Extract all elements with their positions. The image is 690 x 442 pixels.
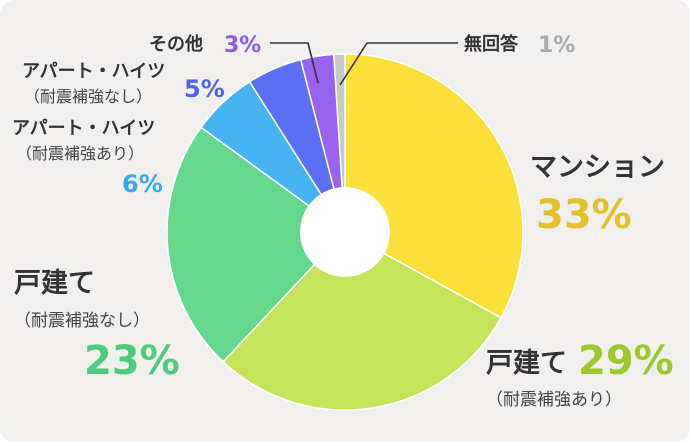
slices-group	[166, 53, 524, 411]
slice-label-apartment-reinforced: アパート・ハイツ	[12, 118, 155, 139]
slice-sublabel-house-unreinforced: （耐震補強なし）	[14, 311, 150, 331]
slice-house-reinforced	[222, 231, 503, 411]
slice-sublabel-apartment-reinforced: （耐震補強あり）	[16, 144, 144, 163]
leader-line-other	[270, 42, 319, 84]
slice-pct-other: 3%	[224, 33, 261, 58]
slice-sublabel-house-reinforced: （耐震補強あり）	[486, 390, 622, 410]
slice-mansion	[344, 53, 524, 319]
slice-label-apartment-unreinforced: アパート・ハイツ	[22, 61, 165, 82]
slice-sublabel-apartment-unreinforced: （耐震補強なし）	[24, 87, 152, 106]
slice-label-mansion: マンション	[530, 152, 665, 183]
slice-pct-house-reinforced: 29%	[578, 338, 674, 384]
slice-label-no-answer: 無回答	[464, 33, 519, 55]
slice-pct-apartment-reinforced: 6%	[122, 170, 163, 198]
slice-house-unreinforced	[166, 126, 347, 363]
slice-pct-no-answer: 1%	[538, 33, 575, 58]
slice-label-house-reinforced: 戸建て	[486, 348, 567, 379]
slice-label-house-unreinforced: 戸建て	[14, 268, 95, 299]
slice-pct-house-unreinforced: 23%	[84, 338, 180, 384]
slice-pct-mansion: 33%	[536, 192, 632, 238]
leader-line-no-answer	[339, 42, 458, 86]
slice-pct-apartment-unreinforced: 5%	[184, 75, 225, 103]
slice-label-other: その他	[149, 33, 203, 55]
donut-hole	[300, 187, 390, 277]
